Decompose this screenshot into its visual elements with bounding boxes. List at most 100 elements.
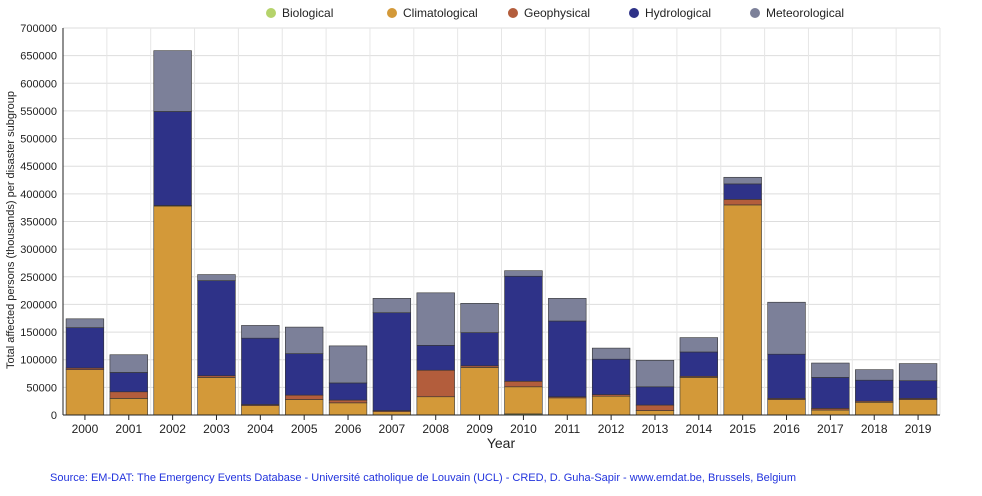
legend-label: Climatological: [403, 6, 478, 20]
legend: Biological Climatological Geophysical Hydro…: [0, 6, 982, 24]
bar-segment-climatological[interactable]: [679, 377, 718, 416]
legend-item-biological[interactable]: Biological: [266, 6, 333, 20]
legend-label: Geophysical: [524, 6, 591, 20]
bar-segment-hydrological[interactable]: [635, 386, 675, 406]
bar-segment-meteorological[interactable]: [109, 354, 148, 373]
bar-segment-climatological[interactable]: [855, 401, 894, 416]
y-tick-label: 450000: [20, 161, 57, 173]
y-tick-label: 500000: [20, 134, 57, 146]
legend-item-geophysical[interactable]: Geophysical: [508, 6, 590, 20]
y-tick-label: 300000: [20, 244, 57, 256]
bar-segment-hydrological[interactable]: [153, 111, 192, 206]
x-tick-label: 2010: [510, 422, 537, 436]
bar-segment-hydrological[interactable]: [285, 353, 324, 396]
bar-segment-meteorological[interactable]: [767, 301, 806, 355]
bar-segment-geophysical[interactable]: [504, 380, 543, 388]
x-tick-label: 2018: [861, 422, 888, 436]
bar-segment-geophysical[interactable]: [723, 199, 762, 206]
bar-segment-climatological[interactable]: [285, 399, 324, 416]
y-tick-label: 0: [51, 410, 57, 422]
x-tick-label: 2019: [905, 422, 932, 436]
bar-segment-climatological[interactable]: [416, 396, 455, 416]
bar-segment-meteorological[interactable]: [153, 50, 192, 112]
bar-segment-hydrological[interactable]: [372, 312, 412, 411]
legend-marker-meteorological: [750, 8, 760, 18]
bar-segment-meteorological[interactable]: [504, 270, 543, 277]
bar-segment-climatological[interactable]: [153, 205, 192, 416]
bar-segment-meteorological[interactable]: [416, 292, 455, 346]
bars: [65, 50, 938, 416]
bar-segment-climatological[interactable]: [65, 369, 105, 416]
bar-segment-hydrological[interactable]: [591, 358, 631, 395]
bar-segment-geophysical[interactable]: [109, 391, 148, 399]
bar-segment-climatological[interactable]: [548, 397, 587, 416]
bar-segment-geophysical[interactable]: [285, 394, 324, 400]
bar-segment-meteorological[interactable]: [635, 359, 675, 388]
bar-segment-meteorological[interactable]: [679, 337, 718, 353]
y-tick-label: 150000: [20, 327, 57, 339]
bar-segment-geophysical[interactable]: [635, 404, 675, 411]
y-tick-label: 250000: [20, 272, 57, 284]
bar-segment-hydrological[interactable]: [504, 275, 543, 382]
x-tick-label: 2013: [642, 422, 669, 436]
y-axis-label: Total affected persons (thousands) per d…: [5, 91, 17, 369]
bar-segment-meteorological[interactable]: [855, 369, 894, 381]
legend-item-meteorological[interactable]: Meteorological: [750, 6, 844, 20]
bar-segment-climatological[interactable]: [460, 367, 499, 416]
x-tick-label: 2008: [422, 422, 449, 436]
bar-segment-hydrological[interactable]: [241, 337, 280, 405]
bar-segment-hydrological[interactable]: [723, 183, 762, 200]
bar-segment-meteorological[interactable]: [723, 176, 762, 185]
x-tick-label: 2000: [72, 422, 99, 436]
bar-segment-climatological[interactable]: [197, 377, 236, 416]
bar-segment-geophysical[interactable]: [328, 399, 368, 404]
bar-segment-climatological[interactable]: [767, 399, 806, 416]
x-tick-label: 2001: [115, 422, 142, 436]
bar-segment-meteorological[interactable]: [811, 362, 850, 378]
x-axis-label: Year: [487, 435, 516, 451]
bar-segment-hydrological[interactable]: [898, 380, 938, 399]
bar-segment-hydrological[interactable]: [416, 345, 455, 371]
bar-segment-meteorological[interactable]: [591, 347, 631, 360]
bar-segment-hydrological[interactable]: [65, 327, 105, 369]
bar-segment-climatological[interactable]: [811, 409, 850, 416]
bar-segment-meteorological[interactable]: [328, 345, 368, 384]
x-tick-label: 2002: [159, 422, 186, 436]
bar-segment-hydrological[interactable]: [109, 372, 148, 393]
source-text: Source: EM-DAT: The Emergency Events Dat…: [50, 472, 797, 484]
bar-segment-climatological[interactable]: [328, 402, 368, 416]
x-tick-label: 2009: [466, 422, 493, 436]
bar-segment-climatological[interactable]: [898, 399, 938, 416]
bar-segment-meteorological[interactable]: [241, 325, 280, 339]
bar-segment-meteorological[interactable]: [285, 326, 324, 354]
bar-segment-meteorological[interactable]: [197, 274, 236, 281]
x-tick-label: 2015: [729, 422, 756, 436]
bar-segment-hydrological[interactable]: [548, 320, 587, 398]
bar-segment-geophysical[interactable]: [416, 369, 455, 398]
bar-segment-hydrological[interactable]: [855, 379, 894, 402]
bar-segment-climatological[interactable]: [723, 204, 762, 416]
bar-segment-meteorological[interactable]: [548, 298, 587, 322]
bar-segment-meteorological[interactable]: [372, 298, 412, 314]
bar-segment-climatological[interactable]: [241, 405, 280, 416]
bar-segment-hydrological[interactable]: [811, 377, 850, 409]
y-tick-label: 200000: [20, 299, 57, 311]
x-tick-label: 2006: [335, 422, 362, 436]
bar-segment-hydrological[interactable]: [679, 351, 718, 377]
bar-segment-meteorological[interactable]: [65, 318, 105, 328]
y-tick-label: 600000: [20, 78, 57, 90]
bar-segment-hydrological[interactable]: [328, 382, 368, 401]
bar-segment-climatological[interactable]: [504, 386, 543, 415]
y-tick-label: 50000: [26, 382, 57, 394]
bar-segment-climatological[interactable]: [591, 395, 631, 416]
bar-segment-meteorological[interactable]: [460, 303, 499, 333]
bar-segment-hydrological[interactable]: [767, 353, 806, 399]
bar-segment-meteorological[interactable]: [898, 363, 938, 382]
bar-segment-hydrological[interactable]: [460, 332, 499, 367]
bar-segment-climatological[interactable]: [635, 410, 675, 416]
bar-segment-hydrological[interactable]: [197, 280, 236, 377]
legend-item-hydrological[interactable]: Hydrological: [629, 6, 711, 20]
legend-marker-climatological: [387, 8, 397, 18]
legend-item-climatological[interactable]: Climatological: [387, 6, 478, 20]
bar-segment-climatological[interactable]: [109, 398, 148, 416]
